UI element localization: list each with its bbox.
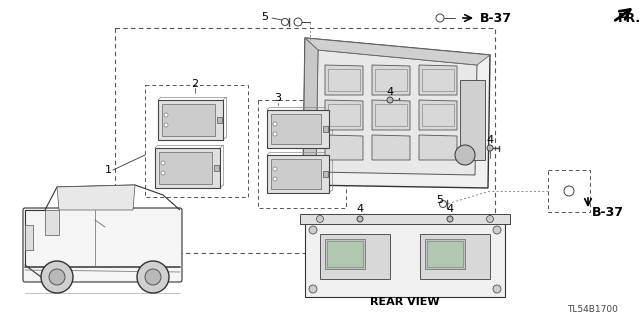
Circle shape	[273, 122, 277, 126]
Polygon shape	[419, 100, 457, 130]
Bar	[145, 85, 248, 197]
Circle shape	[164, 123, 168, 127]
Text: 5: 5	[436, 195, 444, 205]
Bar	[328, 69, 360, 91]
Polygon shape	[325, 100, 363, 130]
Text: FR.: FR.	[618, 11, 640, 25]
Polygon shape	[372, 100, 410, 130]
Circle shape	[164, 113, 168, 117]
Polygon shape	[45, 210, 59, 235]
Circle shape	[161, 161, 165, 165]
Bar	[158, 100, 223, 140]
Bar	[323, 126, 328, 132]
Bar	[162, 104, 215, 136]
Text: 4: 4	[486, 135, 493, 145]
Circle shape	[436, 14, 444, 22]
Bar	[305, 222, 505, 297]
Circle shape	[309, 285, 317, 293]
Circle shape	[447, 216, 453, 222]
Circle shape	[294, 18, 302, 26]
Circle shape	[455, 145, 475, 165]
Circle shape	[317, 216, 323, 222]
Bar	[271, 159, 321, 189]
Bar	[25, 225, 33, 250]
Polygon shape	[303, 38, 318, 185]
Circle shape	[493, 226, 501, 234]
Text: B-37: B-37	[480, 11, 512, 25]
Polygon shape	[325, 135, 363, 160]
Circle shape	[161, 171, 165, 175]
Circle shape	[440, 201, 447, 207]
Bar	[375, 69, 407, 91]
Bar	[258, 100, 346, 208]
Polygon shape	[57, 185, 135, 210]
Polygon shape	[419, 135, 457, 160]
Circle shape	[273, 177, 277, 181]
Circle shape	[493, 285, 501, 293]
Circle shape	[273, 132, 277, 136]
Bar	[155, 148, 220, 188]
Circle shape	[41, 261, 73, 293]
Text: TL54B1700: TL54B1700	[567, 306, 618, 315]
Text: 1: 1	[104, 165, 111, 175]
Bar	[271, 114, 321, 144]
Polygon shape	[372, 135, 410, 160]
Circle shape	[273, 167, 277, 171]
Bar	[422, 69, 454, 91]
Polygon shape	[372, 65, 410, 95]
Circle shape	[486, 216, 493, 222]
Polygon shape	[419, 65, 457, 95]
Polygon shape	[305, 38, 490, 65]
Text: 2: 2	[191, 79, 198, 89]
Bar	[115, 28, 495, 253]
Bar	[325, 239, 365, 269]
Bar	[422, 104, 454, 126]
Bar	[323, 171, 328, 177]
Text: 3: 3	[275, 93, 282, 103]
Bar	[217, 117, 222, 123]
Bar	[427, 241, 463, 267]
Text: 5: 5	[262, 12, 269, 22]
Text: 4: 4	[356, 204, 364, 214]
Bar	[328, 104, 360, 126]
Circle shape	[49, 269, 65, 285]
Polygon shape	[303, 38, 490, 188]
Bar	[214, 165, 219, 171]
Bar	[420, 234, 490, 279]
Bar	[425, 239, 465, 269]
Circle shape	[387, 97, 393, 103]
Text: 4: 4	[447, 204, 454, 214]
Circle shape	[282, 19, 289, 26]
Bar	[548, 170, 590, 212]
Circle shape	[357, 216, 363, 222]
Bar	[159, 152, 212, 184]
FancyBboxPatch shape	[23, 208, 182, 282]
Circle shape	[309, 226, 317, 234]
Text: REAR VIEW: REAR VIEW	[370, 297, 440, 307]
Bar	[320, 234, 390, 279]
Text: B-37: B-37	[592, 206, 624, 219]
Circle shape	[564, 186, 574, 196]
Bar	[267, 110, 329, 148]
Circle shape	[145, 269, 161, 285]
Polygon shape	[325, 65, 363, 95]
Bar	[375, 104, 407, 126]
Circle shape	[137, 261, 169, 293]
Bar	[267, 155, 329, 193]
Polygon shape	[316, 50, 477, 175]
Bar	[327, 241, 363, 267]
Bar	[300, 214, 510, 224]
Bar	[460, 80, 485, 160]
Circle shape	[487, 145, 493, 151]
Text: 4: 4	[387, 87, 394, 97]
